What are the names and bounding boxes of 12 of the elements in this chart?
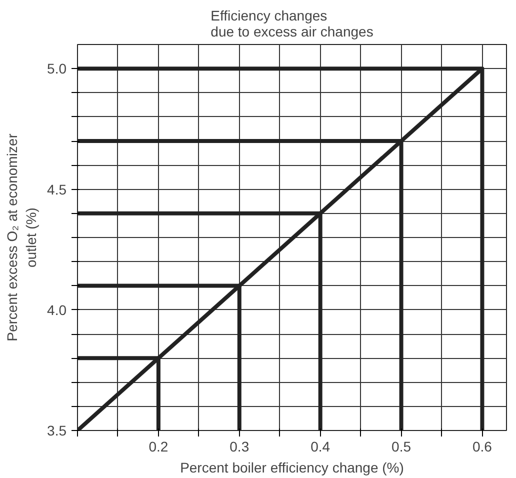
chart-title: Efficiency changes due to excess air changes <box>210 8 374 40</box>
x-tick-label: 0.4 <box>310 438 330 454</box>
y-tick-label: 5.0 <box>47 60 67 77</box>
x-tick-label: 0.5 <box>392 438 412 454</box>
x-axis-title: Percent boiler efficiency change (%) <box>180 460 404 476</box>
y-tick-label: 4.0 <box>47 302 67 318</box>
y-tick-label: 3.5 <box>47 422 67 438</box>
y-axis-title: Percent excess O₂ at economizer outlet (%) <box>4 133 40 342</box>
y-tick-label: 4.5 <box>47 181 67 198</box>
x-tick-label: 0.3 <box>230 438 250 454</box>
x-tick-label: 0.2 <box>148 438 168 454</box>
x-tick-label: 0.6 <box>472 438 492 454</box>
